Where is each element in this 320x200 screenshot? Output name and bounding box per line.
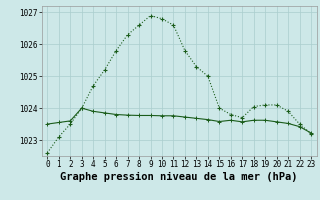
X-axis label: Graphe pression niveau de la mer (hPa): Graphe pression niveau de la mer (hPa) [60,172,298,182]
